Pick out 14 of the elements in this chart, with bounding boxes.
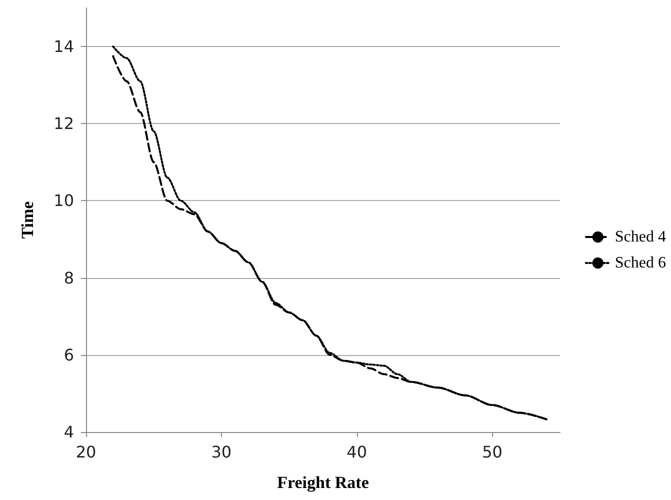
x-tick-label: 30 [211, 442, 232, 462]
x-tick-label: 40 [346, 442, 368, 462]
y-tick-label: 6 [64, 345, 74, 364]
legend-label: Sched 4 [614, 228, 666, 246]
y-tick-label: 4 [64, 422, 74, 442]
y-axis-title: Time [18, 200, 37, 239]
legend-label: Sched 6 [614, 254, 666, 272]
x-tick-label: 50 [482, 442, 502, 462]
y-tick-label: 10 [54, 191, 74, 210]
x-axis-title: Freight Rate [277, 473, 370, 492]
x-tick-label: 20 [76, 442, 96, 462]
y-tick-label: 12 [54, 114, 74, 134]
y-tick-label: 14 [54, 37, 74, 56]
y-tick-label: 8 [64, 268, 74, 288]
